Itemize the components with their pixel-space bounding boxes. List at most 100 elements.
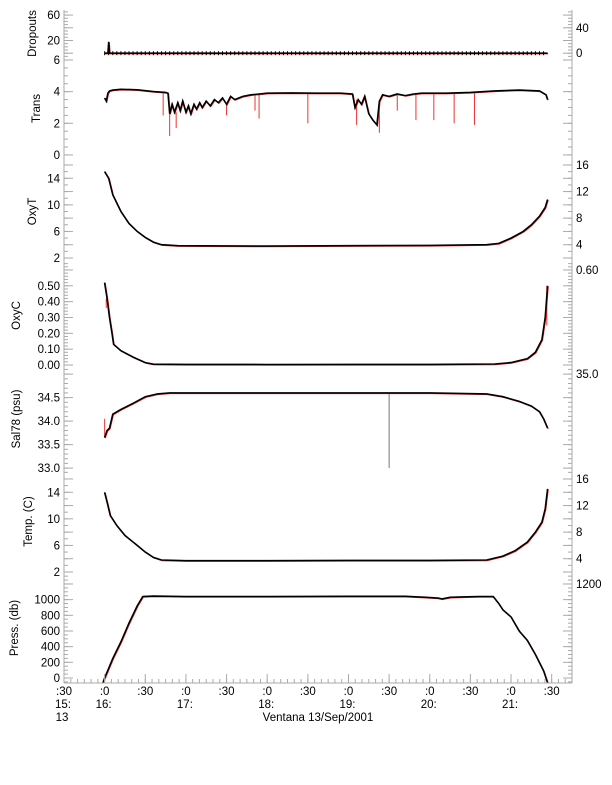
series-line [103,88,549,127]
y-tick-label: 10 [47,514,60,526]
y-tick-label: 33.0 [38,463,60,475]
x-tick-minute-label: :30 [137,686,153,698]
y-tick-label: 0.40 [38,297,60,309]
y-tick-label: 16 [576,160,589,172]
series-group [102,595,549,683]
y-tick-label: 600 [41,626,60,638]
panels: Dropouts Trans OxyT OxyC Sal78 (psu) Temp. (C… [9,10,573,683]
y-tick-label: 1000 [34,595,60,607]
y-tick-label: 12 [576,187,589,199]
y-tick-label: 0.30 [38,312,60,324]
y-tick-label: 16 [576,474,589,486]
series-group [103,88,549,136]
x-tick-hour-label: 18: [258,699,274,711]
y-tick-label: 6 [54,226,60,238]
x-tick-hour-label: 16: [96,699,112,711]
y-tick-label: 34.0 [38,416,60,428]
series-line [103,392,549,438]
panel-trans: Trans [31,57,573,160]
series-group [103,171,549,248]
y-axis-title: Trans [31,94,43,123]
series-line-raw [104,392,549,439]
y-tick-labels: 604020064201614121086420.600.500.400.300… [34,10,601,685]
y-axis-title: Sal78 (psu) [11,389,23,448]
y-axis-title: Dropouts [27,10,39,57]
y-tick-label: 4 [576,240,583,252]
y-tick-label: 2 [54,253,60,265]
y-tick-label: 60 [47,10,60,22]
series-line-raw [104,489,549,562]
y-tick-label: 4 [54,87,61,99]
x-tick-minute-label: :0 [344,686,354,698]
y-tick-label: 4 [576,554,583,566]
x-tick-hour-label: 20: [421,699,437,711]
y-tick-label: 0.00 [38,360,60,372]
y-tick-label: 10 [47,200,60,212]
x-tick-minute-label: :30 [56,686,72,698]
panel-dropouts: Dropouts [27,10,573,57]
y-tick-label: 0 [54,673,60,685]
x-tick-hour-label: 15: [55,699,71,711]
y-tick-label: 2 [54,567,60,579]
x-tick-minute-label: :30 [381,686,397,698]
y-tick-label: 0.10 [38,344,60,356]
series-group [103,282,549,366]
series-line-raw [104,171,549,248]
y-tick-label: 0 [576,48,582,60]
x-tick-minute-label: :0 [425,686,435,698]
y-tick-label: 0.20 [38,328,60,340]
x-tick-minute-label: :30 [462,686,478,698]
y-tick-label: 1200 [576,579,602,591]
x-tick-minute-label: :30 [300,686,316,698]
x-tick-day-label: 13 [56,712,69,724]
series-line-raw [104,283,549,366]
x-tick-minute-label: :0 [181,686,191,698]
panel-sal78: Sal78 (psu) [11,368,573,470]
x-tick-hour-label: 21: [502,699,518,711]
y-tick-label: 0.50 [38,281,60,293]
y-tick-label: 800 [41,610,60,622]
y-axis-title: OxyC [11,301,23,330]
y-tick-label: 33.5 [38,440,60,452]
series-line-raw [103,596,549,683]
x-tick-hour-label: 17: [177,699,193,711]
x-tick-minute-label: :30 [219,686,235,698]
y-tick-label: 6 [54,55,60,67]
x-axis: :3015:13:016::30:017::30:018::30:019::30… [55,674,573,724]
y-tick-label: 8 [576,527,582,539]
y-tick-label: 14 [47,173,60,185]
y-tick-label: 14 [47,487,60,499]
panel-temp: Temp. (C) [23,470,573,573]
series-line [103,171,549,247]
y-tick-label: 0.60 [576,265,598,277]
panel-press: Press. (db) [9,573,573,683]
panel-oxyt: OxyT [27,160,573,263]
y-tick-label: 200 [41,657,60,669]
series-group [103,392,549,469]
y-tick-label: 12 [576,501,589,513]
y-axis-title: OxyT [27,198,39,225]
y-tick-label: 2 [54,118,60,130]
y-axis-title: Press. (db) [9,600,21,656]
y-tick-label: 400 [41,642,60,654]
x-tick-hour-label: 19: [339,699,355,711]
x-tick-minute-label: :0 [100,686,110,698]
x-tick-minute-label: :0 [506,686,516,698]
series-line-raw [105,42,549,55]
x-axis-title: Ventana 13/Sep/2001 [263,712,374,724]
y-tick-label: 8 [576,213,582,225]
y-tick-label: 34.5 [38,393,60,405]
series-line [103,282,549,366]
series-line [103,488,549,562]
panel-oxyc: OxyC [11,263,573,368]
y-tick-label: 35.0 [576,369,598,381]
y-tick-label: 20 [47,35,60,47]
x-tick-minute-label: :0 [262,686,272,698]
y-axis-title: Temp. (C) [23,496,35,547]
series-line [104,41,548,55]
series-group [104,41,549,56]
y-tick-label: 0 [54,150,60,162]
series-line [102,595,549,683]
y-tick-label: 6 [54,540,60,552]
